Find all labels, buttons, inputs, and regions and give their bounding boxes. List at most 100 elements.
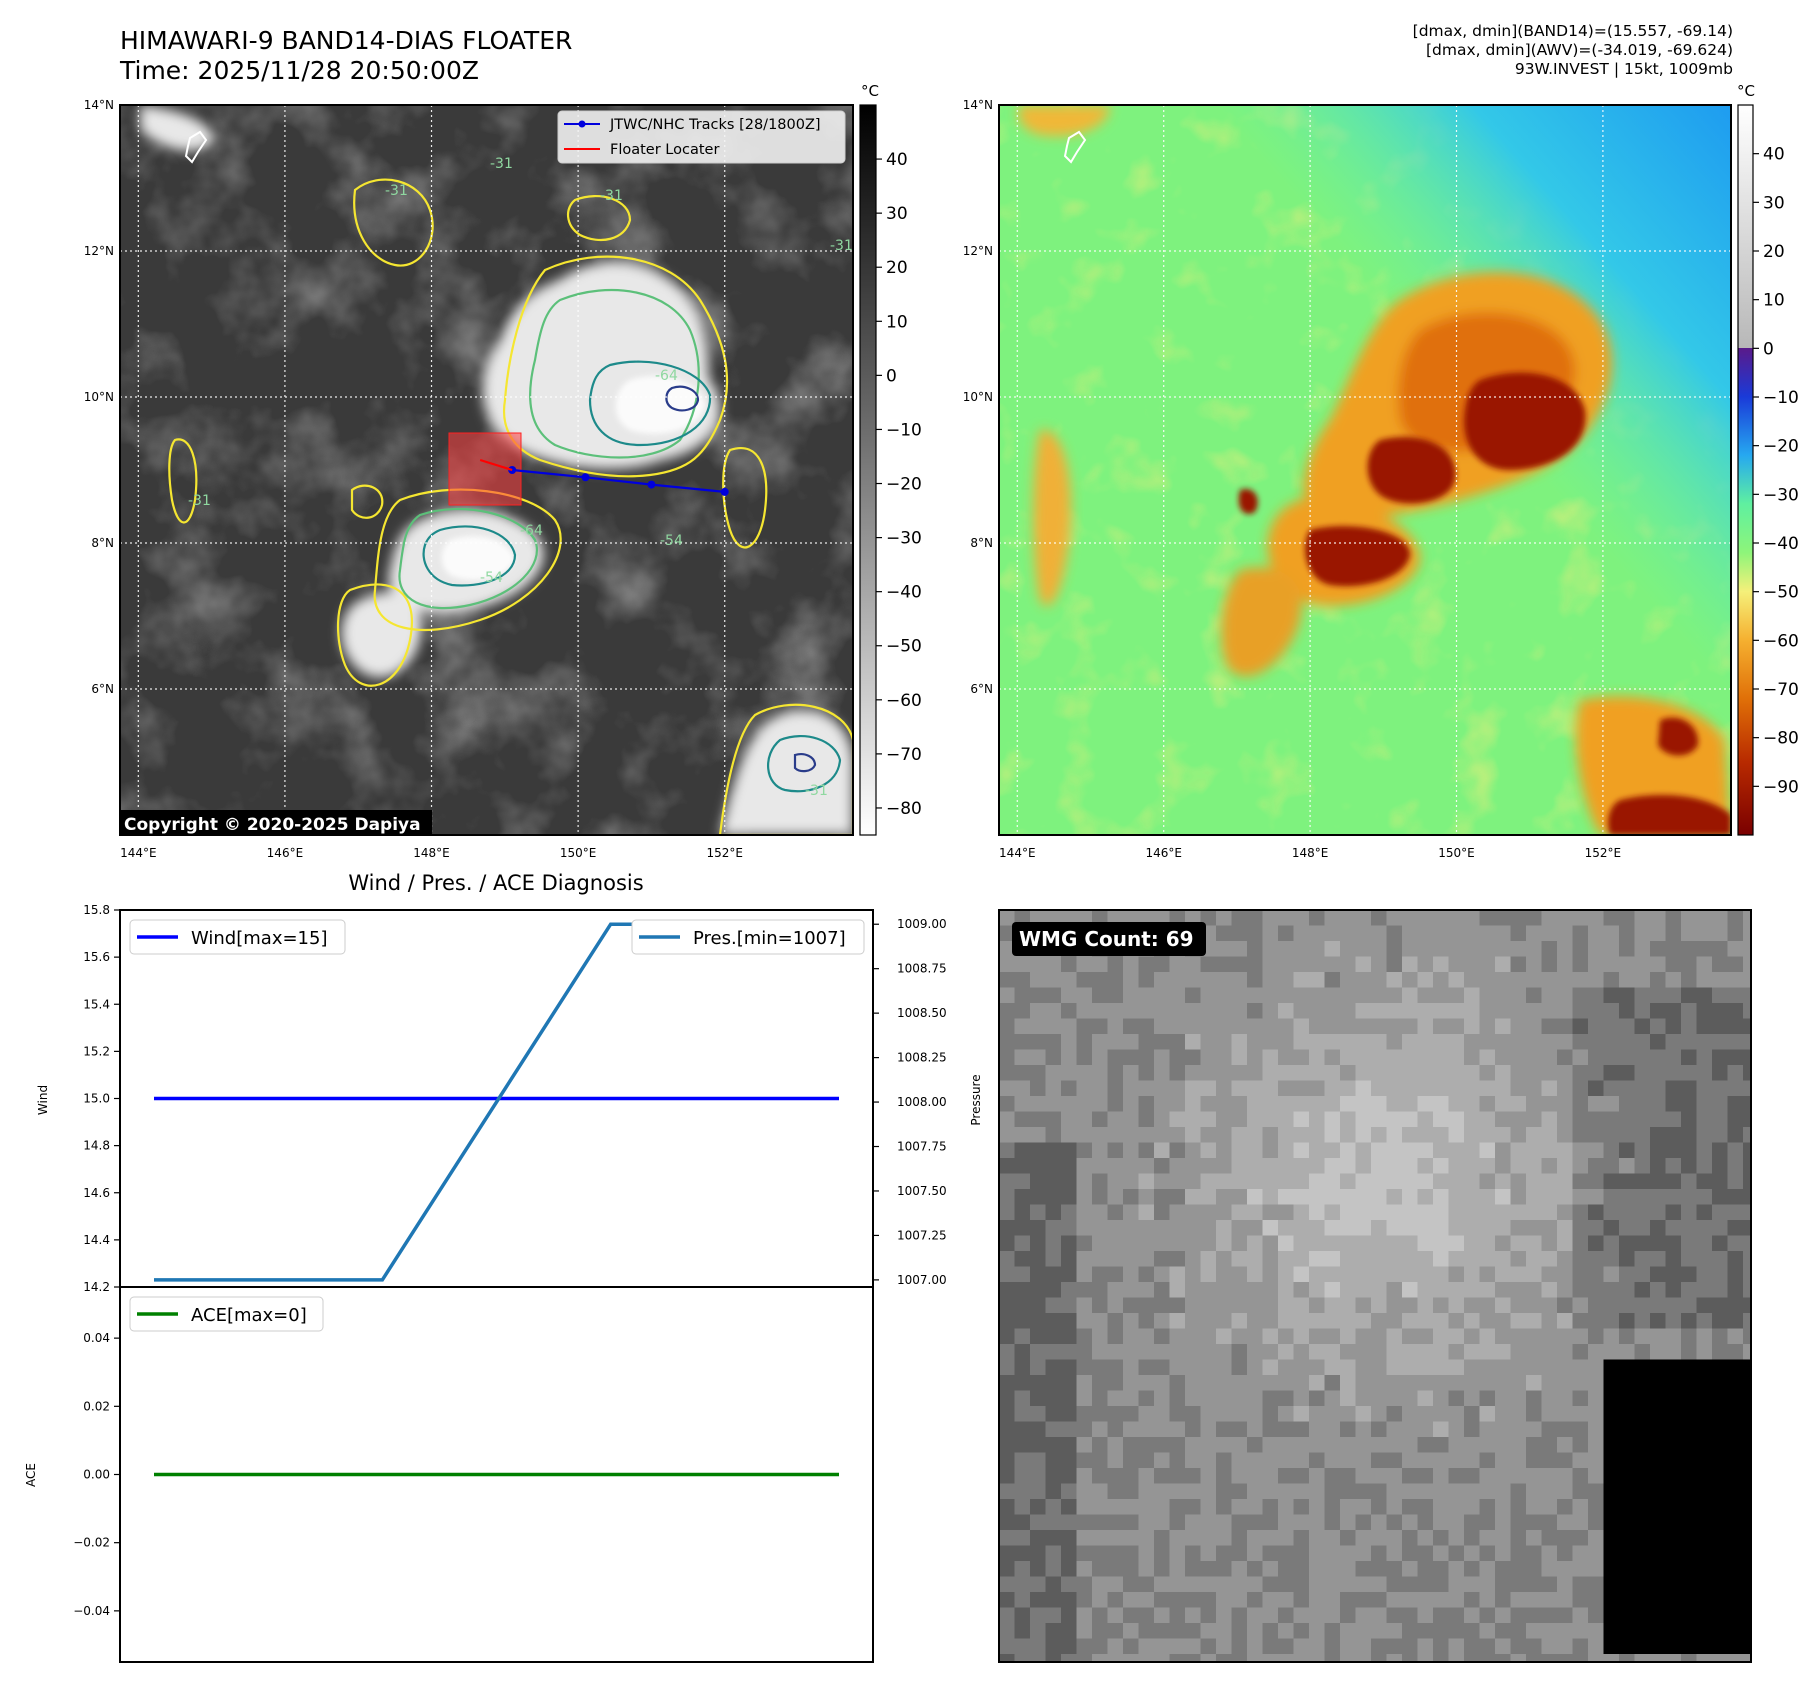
ir-cbar-tick: 0 <box>886 366 897 386</box>
wind-tick: 15.0 <box>83 1092 110 1106</box>
pressure-tick: 1008.75 <box>897 962 947 976</box>
pressure-tick: 1008.25 <box>897 1051 947 1065</box>
awv-cbar-tick: −40 <box>1763 534 1799 554</box>
legend-track-marker <box>578 120 586 128</box>
track-point <box>647 480 656 489</box>
ace-axis-label: ACE <box>24 1463 38 1487</box>
wind-tick: 14.2 <box>83 1280 110 1294</box>
ir-cbar-tick: 10 <box>886 312 908 332</box>
contour-label: -31 <box>830 238 853 254</box>
pressure-legend-label: Pres.[min=1007] <box>693 928 846 949</box>
pressure-tick: 1007.25 <box>897 1228 947 1242</box>
awv-range: [dmax, dmin](AWV)=(-34.019, -69.624) <box>1426 41 1733 59</box>
wind-tick: 15.6 <box>83 950 110 964</box>
ir-lat-tick: 14°N <box>84 98 114 112</box>
awv-cbar-tick: −70 <box>1763 680 1799 700</box>
contour-label: -64 <box>520 523 543 539</box>
ir-cbar-tick: 30 <box>886 204 908 224</box>
awv-cbar-tick: −50 <box>1763 583 1799 603</box>
awv-lon-tick: 144°E <box>999 846 1036 860</box>
pressure-tick: 1009.00 <box>897 917 947 931</box>
wind-legend: Wind[max=15] <box>129 919 346 955</box>
pressure-tick: 1007.50 <box>897 1184 947 1198</box>
wind-tick: 14.8 <box>83 1139 110 1153</box>
awv-colorbar-unit: °C <box>1737 82 1755 100</box>
wind-tick: 15.8 <box>83 903 110 917</box>
awv-lon-tick: 146°E <box>1145 846 1182 860</box>
ir-cbar-tick: 20 <box>886 258 908 278</box>
awv-cbar-tick: −90 <box>1763 777 1799 797</box>
wind-tick: 14.6 <box>83 1186 110 1200</box>
contour-label: -31 <box>188 493 211 509</box>
ir-imagery: -31 -31 -31 -31 -31 -64 -64 -54 -54 -31 <box>120 105 853 835</box>
ir-cbar-tick: 40 <box>886 150 908 170</box>
wmg-imagery <box>999 910 1751 1662</box>
track-point <box>720 487 729 496</box>
ir-cbar-tick: −80 <box>886 799 922 819</box>
legend-locater-label: Floater Locater <box>610 142 719 158</box>
awv-lat-tick: 6°N <box>970 682 993 696</box>
wind-tick: 15.4 <box>83 997 110 1011</box>
awv-cbar-tick: 40 <box>1763 145 1785 165</box>
awv-imagery <box>999 105 1731 835</box>
contour-label: -31 <box>805 783 828 799</box>
pressure-legend: Pres.[min=1007] <box>631 919 865 955</box>
ir-cbar-tick: −30 <box>886 529 922 549</box>
ir-lon-tick: 144°E <box>120 846 157 860</box>
ir-lon-tick: 152°E <box>706 846 743 860</box>
wmg-frame <box>998 909 1752 1663</box>
ir-lat-tick: 6°N <box>91 682 114 696</box>
diagnosis-title: Wind / Pres. / ACE Diagnosis <box>348 871 643 895</box>
contour-label: -54 <box>480 570 503 586</box>
wmg-count-badge: WMG Count: 69 <box>1012 922 1206 956</box>
awv-cbar-tick: −80 <box>1763 729 1799 749</box>
awv-lon-tick: 148°E <box>1292 846 1329 860</box>
ir-lon-tick: 148°E <box>413 846 450 860</box>
jtwc-track <box>479 458 729 496</box>
wind-tick: 14.4 <box>83 1233 110 1247</box>
ace-tick: −0.02 <box>73 1536 110 1550</box>
copyright-badge: Copyright © 2020-2025 Dapiya <box>120 810 432 836</box>
awv-lon-tick: 150°E <box>1438 846 1475 860</box>
track-line <box>512 468 725 493</box>
ir-cbar-tick: −50 <box>886 637 922 657</box>
awv-cbar-tick: −10 <box>1763 388 1799 408</box>
awv-lat-tick: 8°N <box>970 536 993 550</box>
awv-cbar-tick: −30 <box>1763 485 1799 505</box>
ir-lat-tick: 8°N <box>91 536 114 550</box>
ir-lon-tick: 146°E <box>267 846 304 860</box>
awv-cbar-tick: 30 <box>1763 193 1785 213</box>
wind-legend-label: Wind[max=15] <box>191 928 328 949</box>
contour-label: -31 <box>490 156 513 172</box>
pressure-tick: 1007.75 <box>897 1140 947 1154</box>
awv-lat-tick: 12°N <box>963 244 993 258</box>
pressure-axis-label: Pressure <box>969 1074 983 1125</box>
ace-tick: 0.00 <box>83 1468 110 1482</box>
contour-label: -54 <box>660 533 683 549</box>
awv-lat-tick: 14°N <box>963 98 993 112</box>
ace-tick: 0.02 <box>83 1399 110 1413</box>
awv-cbar-tick: −20 <box>1763 437 1799 457</box>
storm-summary: 93W.INVEST | 15kt, 1009mb <box>1514 60 1733 78</box>
ace-legend-label: ACE[max=0] <box>191 1305 307 1326</box>
ir-cbar-tick: −10 <box>886 420 922 440</box>
awv-cbar-tick: 10 <box>1763 291 1785 311</box>
awv-lon-tick: 152°E <box>1585 846 1622 860</box>
ir-cbar-tick: −20 <box>886 475 922 495</box>
ir-cbar-tick: −40 <box>886 583 922 603</box>
ir-lat-tick: 12°N <box>84 244 114 258</box>
figure-title-block: HIMAWARI-9 BAND14-DIAS FLOATER Time: 202… <box>120 26 572 86</box>
pressure-tick: 1008.50 <box>897 1006 947 1020</box>
ir-colorbar-unit: °C <box>861 82 879 100</box>
ir-satellite-panel: -31 -31 -31 -31 -31 -64 -64 -54 -54 -31 JTWC/NHC … <box>84 82 922 860</box>
guam-outline <box>184 130 208 164</box>
awv-guam-outline <box>1063 130 1087 164</box>
awv-cbar-tick: −60 <box>1763 631 1799 651</box>
ir-colorbar: °C 40 30 20 10 0 −10 −20 −30 −40 −50 −60 −70 −80 <box>859 82 922 836</box>
awv-cbar-tick: 20 <box>1763 242 1785 262</box>
band14-range: [dmax, dmin](BAND14)=(15.557, -69.14) <box>1412 22 1733 40</box>
pressure-tick: 1007.00 <box>897 1273 947 1287</box>
wind-axis-label: Wind <box>36 1085 50 1115</box>
awv-panel: 14°N 12°N 10°N 8°N 6°N 144°E 146°E 148°E 150°E 1… <box>963 82 1799 860</box>
